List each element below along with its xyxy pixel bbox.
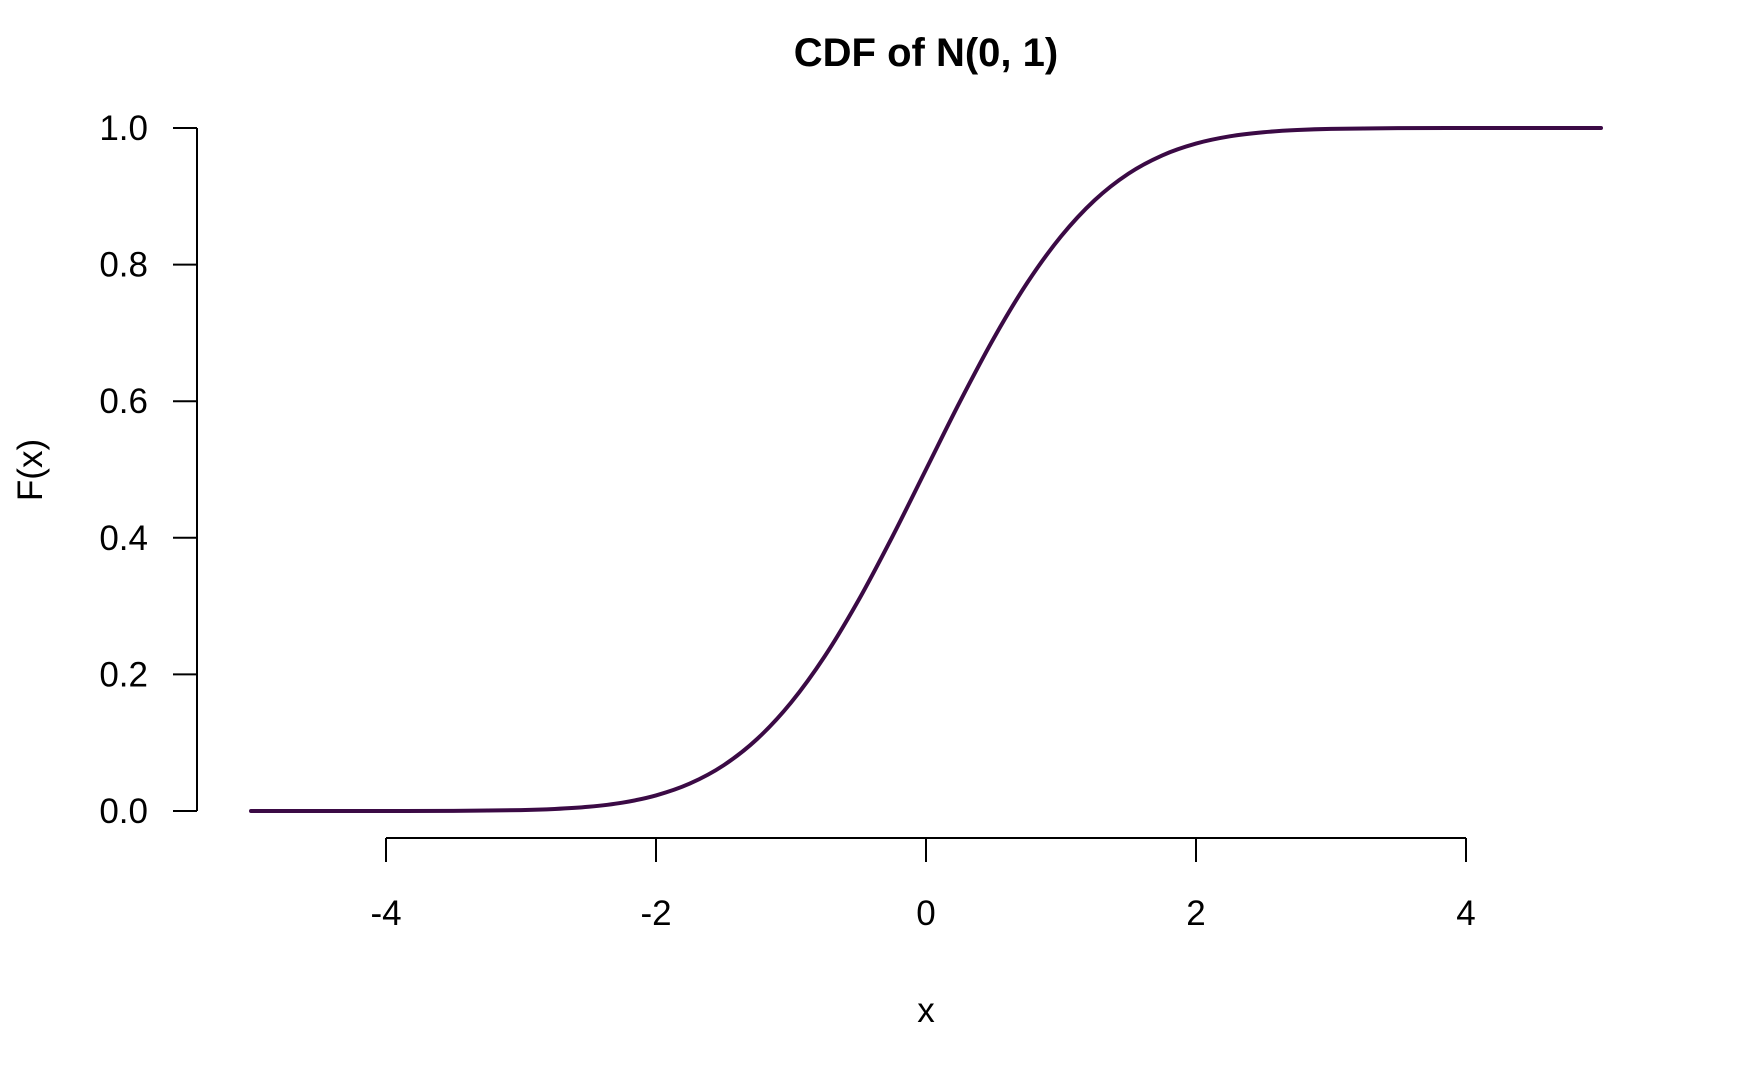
x-axis-label: x [917, 991, 935, 1030]
x-tick-label: 0 [916, 894, 935, 933]
x-axis: -4 -2 0 2 4 [370, 837, 1476, 933]
plot-area [249, 125, 1603, 814]
y-tick-label: 0.6 [99, 382, 148, 421]
y-axis: 0.0 0.2 0.4 0.6 0.8 1.0 [99, 109, 198, 831]
y-tick-label: 1.0 [99, 109, 148, 148]
x-tick-label: -4 [370, 894, 401, 933]
y-tick-label: 0.2 [99, 655, 148, 694]
cdf-curve [249, 125, 1603, 814]
y-tick-label: 0.0 [99, 792, 148, 831]
x-tick-label: -2 [640, 894, 671, 933]
y-tick-label: 0.4 [99, 519, 148, 558]
y-tick-label: 0.8 [99, 246, 148, 285]
chart-title: CDF of N(0, 1) [794, 31, 1058, 75]
x-tick-label: 2 [1186, 894, 1205, 933]
x-tick-label: 4 [1456, 894, 1475, 933]
y-axis-label: F(x) [11, 439, 50, 501]
